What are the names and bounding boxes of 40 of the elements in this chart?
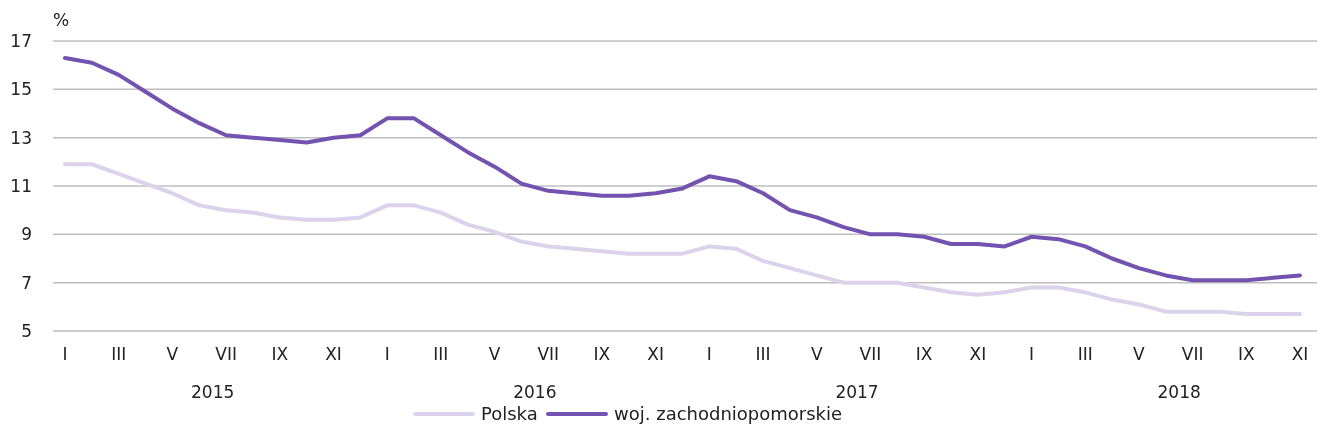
y-tick-label: 7 xyxy=(21,272,32,293)
x-tick-label: XI xyxy=(325,344,342,364)
legend-label: Polska xyxy=(481,403,538,424)
text: 2016 xyxy=(513,382,557,402)
x-tick-label: V xyxy=(810,344,823,364)
x-tick-label: I xyxy=(706,344,712,364)
x-tick-label: VII xyxy=(537,344,560,364)
x-tick-label: V xyxy=(488,344,501,364)
x-tick-label: V xyxy=(1133,344,1146,364)
y-tick-label: 5 xyxy=(21,320,32,341)
y-tick-label: 13 xyxy=(10,127,32,148)
x-tick-label: XI xyxy=(1291,344,1309,364)
y-tick-label: 15 xyxy=(10,79,32,100)
x-tick-label: IX xyxy=(1237,344,1255,364)
text: 2018 xyxy=(1157,382,1201,402)
x-tick-label: VII xyxy=(859,344,882,364)
text: 2017 xyxy=(835,382,879,402)
x-tick-label: IX xyxy=(915,344,933,364)
legend-label: woj. zachodniopomorskie xyxy=(614,403,843,424)
x-tick-label: IX xyxy=(593,344,611,364)
x-tick-label: V xyxy=(166,344,179,364)
x-tick-label: VII xyxy=(1181,344,1204,364)
y-tick-label: 17 xyxy=(10,30,32,51)
x-tick-label: XI xyxy=(969,344,987,364)
x-tick-label: III xyxy=(433,344,449,364)
x-tick-label: III xyxy=(755,344,771,364)
x-tick-label: IX xyxy=(271,344,289,364)
y-tick-label: 9 xyxy=(21,224,32,245)
x-tick-label: VII xyxy=(215,344,237,364)
x-tick-label: III xyxy=(1077,344,1093,364)
x-tick-label: I xyxy=(384,344,390,364)
text: 2015 xyxy=(191,382,235,402)
y-axis-title: % xyxy=(53,10,70,30)
x-tick-label: XI xyxy=(647,344,664,364)
y-tick-label: 11 xyxy=(10,175,32,196)
x-tick-label: III xyxy=(111,344,127,364)
x-tick-label: I xyxy=(1029,344,1035,364)
x-tick-label: I xyxy=(62,344,68,364)
line-series xyxy=(63,162,1302,317)
line-series xyxy=(63,55,1302,283)
